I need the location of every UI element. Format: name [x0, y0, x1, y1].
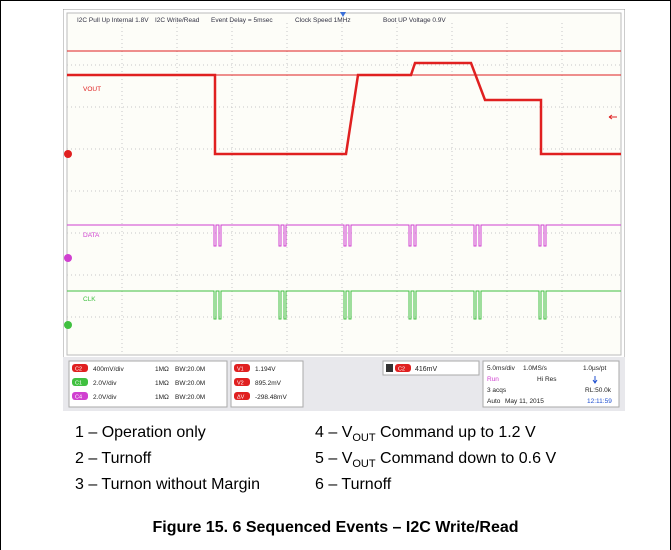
header-label: I2C Write/Read	[155, 17, 200, 24]
trigger-badge: C2	[398, 367, 405, 373]
event-text: 4 – V	[315, 424, 352, 441]
sample-rate: 1.0MS/s	[523, 365, 548, 372]
time-per-point: 1.0µs/pt	[583, 365, 606, 372]
subscript: OUT	[352, 458, 375, 470]
event-item: 4 – VOUT Command up to 1.2 V	[315, 424, 536, 444]
acq-mode: Hi Res	[537, 376, 557, 383]
channel-scale: 400mV/div	[93, 366, 124, 373]
channel-badge: C1	[75, 381, 82, 387]
channel-coupling: 1MΩ	[155, 366, 169, 373]
header-label: I2C Pull Up Internal 1.8V	[77, 17, 149, 24]
record-length: RL:50.0k	[585, 387, 612, 394]
channel-bandwidth: BW:20.0M	[175, 394, 205, 401]
acq-count: 3 acqs	[487, 387, 507, 394]
header-label: Event Delay = 5msec	[211, 17, 273, 24]
event-item: 1 – Operation only	[75, 424, 206, 442]
trace-label: VOUT	[83, 86, 101, 93]
cursor-badge: ΔV	[237, 395, 245, 401]
channel-coupling: 1MΩ	[155, 380, 169, 387]
trigger-mode: Auto	[487, 398, 501, 405]
channel-scale: 2.0V/div	[93, 394, 117, 401]
cursor-value: 1.194V	[255, 366, 276, 373]
event-item: 2 – Turnoff	[75, 450, 151, 468]
cursor-value: 895.2mV	[255, 380, 282, 387]
event-text: Command up to 1.2 V	[376, 424, 536, 441]
scope-screen: I2C Pull Up Internal 1.8V I2C Write/Read…	[63, 9, 625, 411]
cursor-badge: V1	[237, 367, 244, 373]
timebase: 5.0ms/div	[487, 365, 516, 372]
channel-bandwidth: BW:20.0M	[175, 380, 205, 387]
date: May 11, 2015	[505, 398, 544, 405]
channel-scale: 2.0V/div	[93, 380, 117, 387]
trace-label: DATA	[83, 232, 100, 239]
header-label: Boot UP Voltage 0.9V	[383, 17, 446, 24]
page: I2C Pull Up Internal 1.8V I2C Write/Read…	[0, 0, 671, 550]
header-label: Clock Speed 1MHz	[295, 17, 351, 24]
event-text: 5 – V	[315, 450, 352, 467]
figure-caption: Figure 15. 6 Sequenced Events – I2C Writ…	[1, 519, 670, 537]
event-item: 3 – Turnon without Margin	[75, 476, 260, 494]
trigger-level: 416mV	[415, 366, 438, 373]
subscript: OUT	[352, 432, 375, 444]
channel-bandwidth: BW:20.0M	[175, 366, 205, 373]
cursor-value: -298.48mV	[255, 394, 287, 401]
channel-badge: C2	[75, 367, 82, 373]
cursor-badge: V2	[237, 381, 244, 387]
time: 12:11:59	[587, 398, 612, 405]
event-item: 6 – Turnoff	[315, 476, 391, 494]
run-state: Run	[487, 376, 499, 383]
event-text: Command down to 0.6 V	[376, 450, 557, 467]
trace-label: CLK	[83, 296, 96, 303]
event-item: 5 – VOUT Command down to 0.6 V	[315, 450, 556, 470]
channel-badge: C4	[75, 395, 82, 401]
channel-coupling: 1MΩ	[155, 394, 169, 401]
